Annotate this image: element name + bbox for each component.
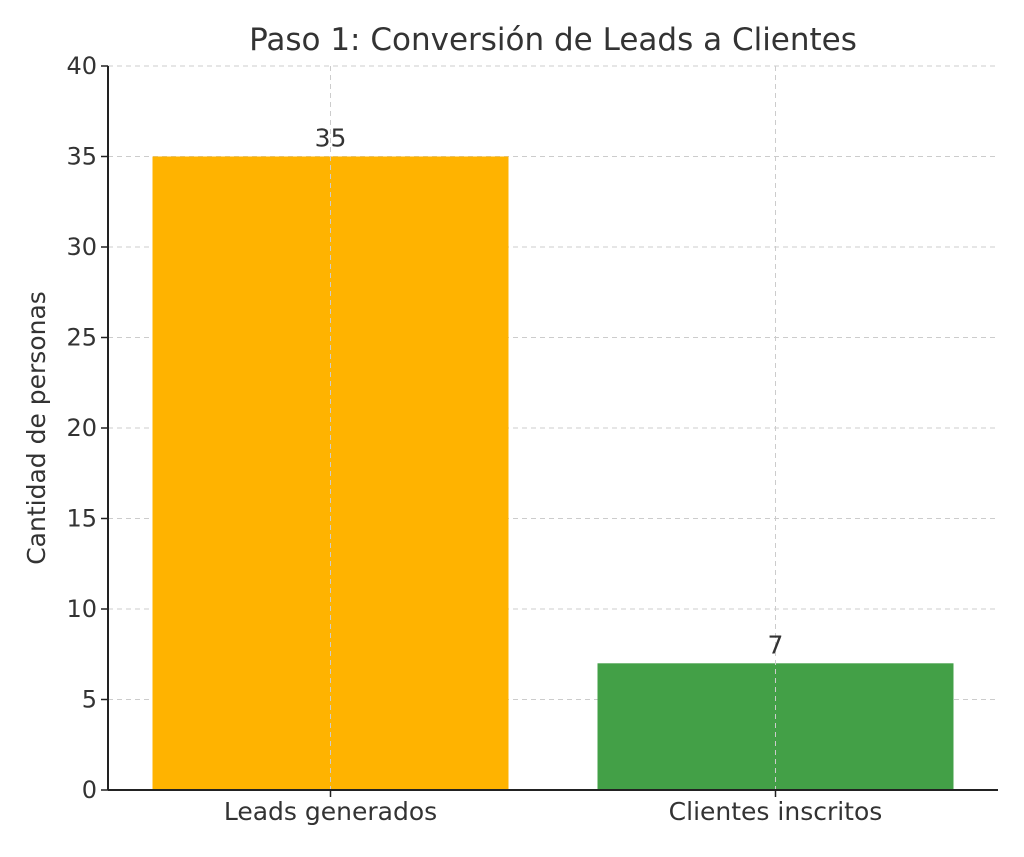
- y-tick-label: 0: [82, 776, 97, 804]
- y-tick-label: 15: [66, 505, 97, 533]
- data-labels-group: 35 7: [315, 124, 784, 660]
- x-tick-label: Leads generados: [224, 797, 437, 826]
- y-tick-label: 10: [66, 595, 97, 623]
- y-tick-label: 20: [66, 414, 97, 442]
- data-label: 7: [768, 630, 784, 659]
- y-tick-label: 35: [66, 143, 97, 171]
- x-ticks-group: Leads generados Clientes inscritos: [224, 790, 882, 826]
- y-tick-label: 5: [82, 686, 97, 714]
- x-tick-label: Clientes inscritos: [669, 797, 883, 826]
- vertical-grid-lines: [330, 66, 776, 790]
- y-ticks-group: 0 5 10 15 20 25 30 35 40: [66, 52, 108, 804]
- chart-title: Paso 1: Conversión de Leads a Clientes: [249, 22, 857, 58]
- y-axis-label: Cantidad de personas: [22, 291, 51, 565]
- data-label: 35: [315, 124, 347, 153]
- y-tick-label: 40: [66, 52, 97, 80]
- y-tick-label: 30: [66, 233, 97, 261]
- bars-group: [152, 156, 954, 790]
- y-tick-label: 25: [66, 324, 97, 352]
